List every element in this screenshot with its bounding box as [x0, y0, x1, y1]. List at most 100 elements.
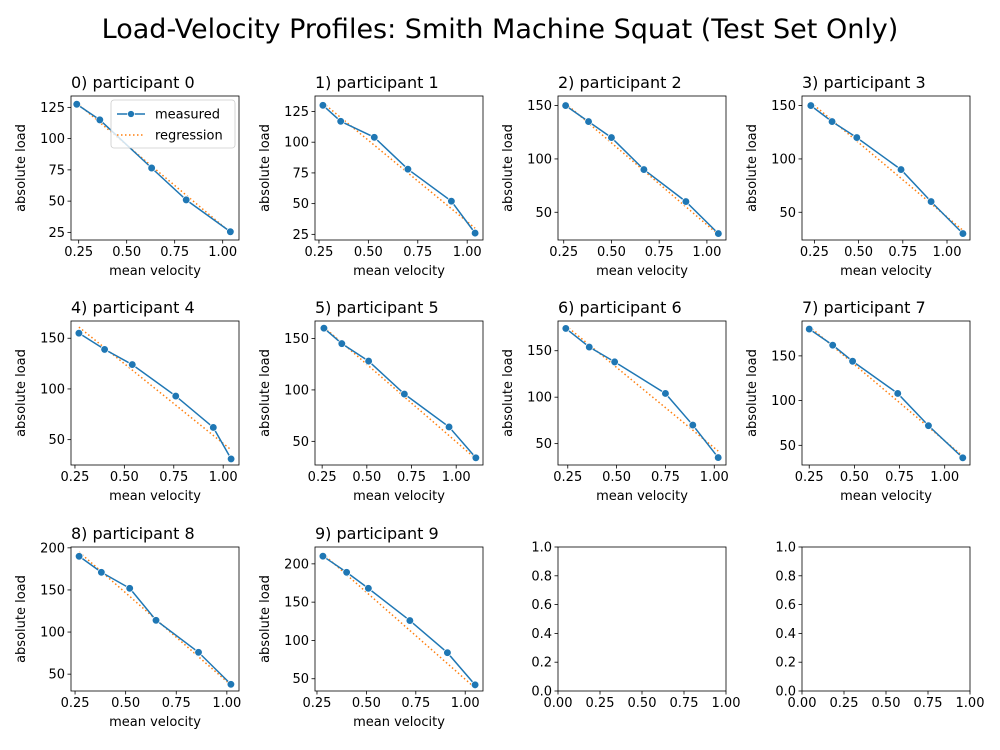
y-tick-label: 0.2: [775, 656, 796, 671]
x-axis-label: mean velocity: [353, 264, 445, 279]
y-tick-label: 0.4: [531, 627, 552, 642]
measured-point: [639, 165, 649, 174]
x-tick-label: 0.50: [352, 470, 381, 485]
measured-point: [958, 229, 968, 238]
plot-area: [801, 546, 971, 692]
y-tick-label: 50: [48, 668, 65, 683]
x-tick-label: 1.00: [212, 696, 241, 711]
measured-point: [364, 584, 373, 593]
x-tick-label: 0.25: [304, 245, 333, 260]
x-axis-label: mean velocity: [353, 489, 445, 504]
x-tick-label: 0.50: [111, 696, 140, 711]
measured-point: [688, 420, 697, 430]
x-tick-label: 0.75: [914, 696, 943, 711]
y-tick-label: 50: [535, 206, 552, 221]
x-tick-label: 0.75: [888, 245, 917, 260]
x-tick-label: 1.00: [209, 470, 238, 485]
measured-point: [681, 197, 691, 206]
y-axis-label: absolute load: [258, 124, 273, 212]
x-tick-label: 0.25: [795, 470, 824, 485]
measured-point: [74, 329, 84, 338]
y-tick-label: 100: [527, 391, 552, 406]
x-tick-label: 0.75: [160, 245, 189, 260]
x-tick-label: 1.00: [442, 470, 471, 485]
x-tick-label: 0.75: [401, 696, 430, 711]
measured-point: [400, 389, 409, 399]
y-tick-label: 125: [284, 105, 309, 120]
subplot-title: 4) participant 4: [71, 298, 195, 317]
y-tick-label: 150: [527, 344, 552, 359]
y-tick-label: 1.0: [531, 541, 552, 556]
y-tick-label: 0.0: [775, 685, 796, 700]
y-tick-label: 100: [284, 634, 309, 649]
measured-point: [318, 552, 328, 561]
measured-point: [714, 453, 723, 462]
subplot-title: 2) participant 2: [558, 73, 682, 92]
measured-point: [151, 616, 161, 625]
figure-title: Load-Velocity Profiles: Smith Machine Sq…: [102, 14, 899, 45]
measured-point: [319, 324, 329, 333]
x-tick-label: 1.00: [208, 245, 237, 260]
subplot-6: 0.25 0.50 0.75 1.00 50 100 150 6) participant 6…: [501, 298, 729, 504]
y-tick-label: 200: [40, 541, 65, 556]
legend-measured-marker: [127, 110, 135, 118]
measured-point: [893, 389, 902, 398]
measured-point: [827, 117, 837, 126]
y-tick-label: 100: [40, 382, 65, 397]
regression-line: [323, 326, 477, 460]
x-tick-label: 0.25: [61, 696, 90, 711]
measured-point: [585, 342, 594, 352]
measured-point: [828, 340, 837, 350]
x-tick-label: 0.50: [840, 470, 869, 485]
subplot-5: 0.25 0.50 0.75 1.00 50 100 150 5) participant 5…: [258, 298, 484, 504]
x-axis-label: mean velocity: [596, 489, 688, 504]
y-axis-label: absolute load: [258, 349, 273, 437]
y-tick-label: 50: [48, 195, 65, 210]
y-tick-label: 75: [48, 163, 65, 178]
measured-point: [370, 133, 379, 142]
x-axis-label: mean velocity: [596, 264, 688, 279]
subplot-0: 0.25 0.50 0.75 1.00 25 50 75 100 125 0) participa…: [14, 73, 240, 279]
measured-point: [171, 391, 180, 401]
subplot-title: 7) participant 7: [802, 298, 926, 317]
measured-point: [714, 229, 723, 238]
x-tick-label: 0.75: [162, 696, 191, 711]
y-tick-label: 150: [771, 99, 796, 114]
x-tick-label: 0.50: [844, 245, 873, 260]
measured-point: [209, 423, 218, 432]
measured-point: [561, 324, 570, 333]
measured-point: [610, 357, 619, 367]
x-tick-label: 0.50: [112, 245, 141, 260]
measured-line: [810, 105, 964, 235]
measured-point: [128, 360, 137, 369]
y-tick-label: 25: [48, 226, 65, 241]
y-tick-label: 1.0: [775, 541, 796, 556]
measured-point: [661, 389, 670, 398]
y-tick-label: 0.6: [531, 598, 552, 613]
x-tick-label: 0.75: [885, 470, 914, 485]
y-tick-label: 0.8: [775, 569, 796, 584]
measured-point: [318, 101, 328, 110]
measured-point: [95, 115, 104, 125]
measured-point: [226, 227, 235, 236]
y-tick-label: 0.4: [775, 627, 796, 642]
x-tick-label: 0.75: [670, 696, 699, 711]
y-tick-label: 0.8: [531, 569, 552, 584]
y-tick-label: 150: [284, 596, 309, 611]
x-tick-label: 0.25: [553, 470, 582, 485]
legend: measured regression: [110, 99, 236, 149]
y-tick-label: 100: [284, 383, 309, 398]
y-tick-label: 50: [535, 437, 552, 452]
measured-point: [72, 100, 81, 109]
subplot-4: 0.25 0.50 0.75 1.00 50 100 150 4) participant 4…: [14, 298, 240, 504]
legend-box: [110, 99, 236, 149]
subplot-7: 0.25 0.50 0.75 1.00 50 100 150 7) participant 7…: [745, 298, 971, 504]
measured-point: [926, 197, 936, 206]
y-tick-label: 100: [284, 136, 309, 151]
x-tick-label: 0.25: [549, 245, 578, 260]
y-tick-label: 150: [771, 349, 796, 364]
y-tick-label: 0.6: [775, 598, 796, 613]
y-axis-label: absolute load: [745, 124, 760, 212]
x-tick-label: 1.00: [956, 696, 985, 711]
